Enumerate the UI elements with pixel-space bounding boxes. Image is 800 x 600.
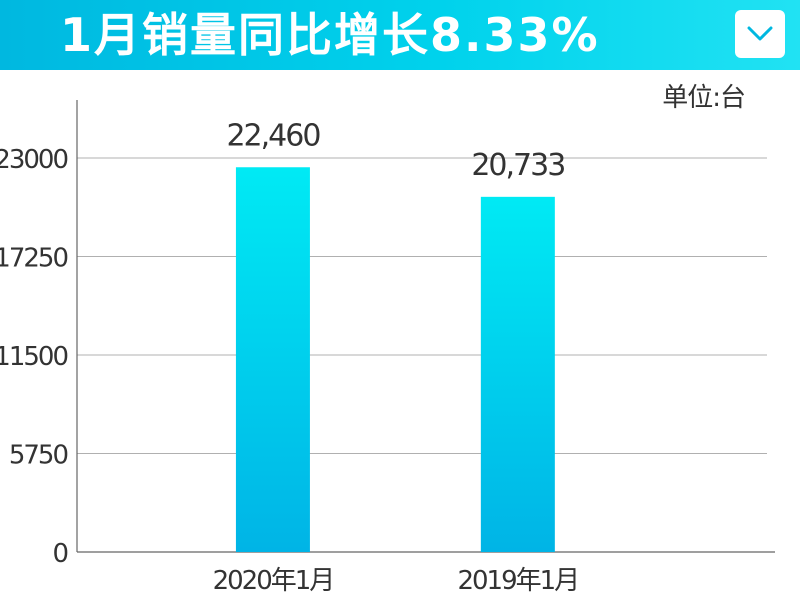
title-banner: 1月销量同比增长8.33% (0, 0, 800, 70)
y-tick-label: 0 (52, 539, 67, 569)
y-tick-label: 17250 (0, 244, 67, 274)
bar-chart: 0 5750 11500 17250 23000 单位:台 22,460 2020年1月 20,… (0, 83, 775, 596)
bar-value-label: 22,460 (226, 118, 320, 153)
chart-area: 0 5750 11500 17250 23000 单位:台 22,460 2020年1月 20,… (0, 70, 800, 600)
bar (235, 167, 310, 552)
bar-value-label: 20,733 (471, 148, 564, 183)
y-tick-label: 11500 (0, 342, 67, 372)
unit-label: 单位:台 (662, 83, 745, 113)
y-tick-label: 5750 (9, 441, 68, 471)
dropdown-button[interactable] (735, 10, 785, 58)
page-title: 1月销量同比增长8.33% (60, 8, 600, 62)
chevron-down-icon (747, 26, 773, 41)
x-category-label: 2019年1月 (457, 566, 578, 596)
x-category-label: 2020年1月 (213, 566, 334, 596)
bar (480, 196, 555, 552)
y-tick-label: 23000 (0, 145, 67, 175)
